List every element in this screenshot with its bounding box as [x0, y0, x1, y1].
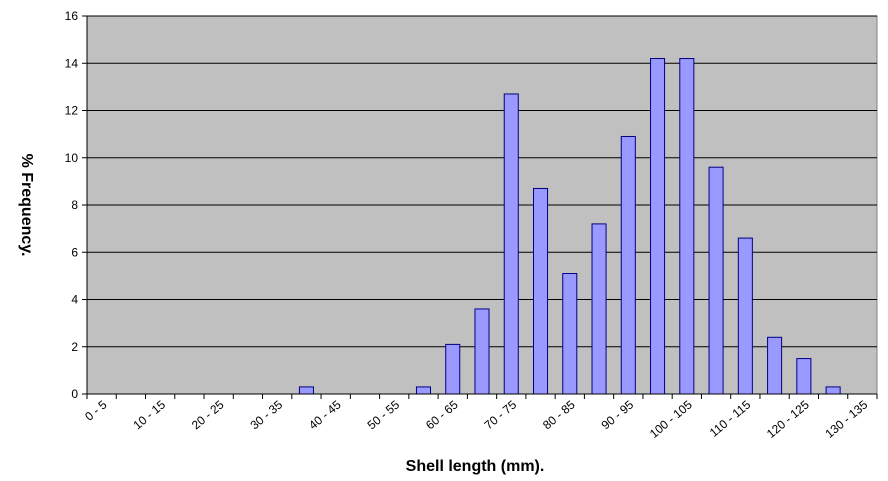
x-tick-label: 20 - 25: [189, 397, 227, 432]
axes: [82, 15, 878, 399]
x-tick-label: 70 - 75: [482, 397, 520, 432]
x-tick-label: 120 - 125: [764, 397, 812, 441]
y-tick-label: 8: [71, 198, 78, 212]
bar: [679, 58, 695, 395]
bar: [474, 308, 490, 395]
x-tick-label: 110 - 115: [707, 397, 754, 439]
bar: [591, 223, 607, 395]
x-tick-labels: 0 - 5 10 - 15 20 - 25 30 - 35 40 - 45 50 - 55…: [82, 397, 870, 441]
bar: [503, 93, 519, 395]
y-tick-label: 12: [65, 104, 79, 118]
y-axis-title: % Frequency.: [18, 154, 35, 257]
bar: [562, 273, 578, 395]
x-axis-title: Shell length (mm).: [406, 458, 545, 475]
x-tick-label: 60 - 65: [423, 397, 461, 432]
bar: [620, 135, 636, 395]
x-tick-label: 100 - 105: [647, 397, 695, 441]
bar: [737, 237, 753, 395]
y-tick-label: 4: [71, 293, 78, 307]
y-tick-labels: 0 2 4 6 8 10 12 14 16: [65, 9, 79, 401]
bar: [650, 58, 666, 395]
y-tick-label: 6: [71, 245, 78, 259]
x-tick-label: 50 - 55: [365, 397, 403, 432]
bar: [708, 166, 724, 395]
bar: [415, 386, 432, 395]
x-tick-label: 0 - 5: [82, 397, 110, 423]
x-tick-label: 10 - 15: [130, 397, 168, 432]
bar: [532, 187, 549, 395]
x-tick-label: 130 - 135: [822, 397, 870, 441]
bar: [445, 343, 461, 395]
x-tick-label: 40 - 45: [306, 397, 344, 432]
x-tick-label: 30 - 35: [247, 397, 285, 432]
bars: [298, 58, 841, 395]
x-tick-label: 90 - 95: [599, 397, 637, 432]
bar: [298, 386, 314, 395]
y-tick-label: 0: [71, 387, 78, 401]
x-tick-label: 80 - 85: [540, 397, 578, 432]
bar: [825, 386, 841, 395]
y-tick-label: 10: [65, 151, 79, 165]
y-tick-label: 16: [65, 9, 79, 23]
y-tick-label: 14: [65, 56, 79, 70]
bar: [796, 358, 812, 395]
bar: [767, 336, 783, 395]
y-tick-label: 2: [71, 340, 78, 354]
